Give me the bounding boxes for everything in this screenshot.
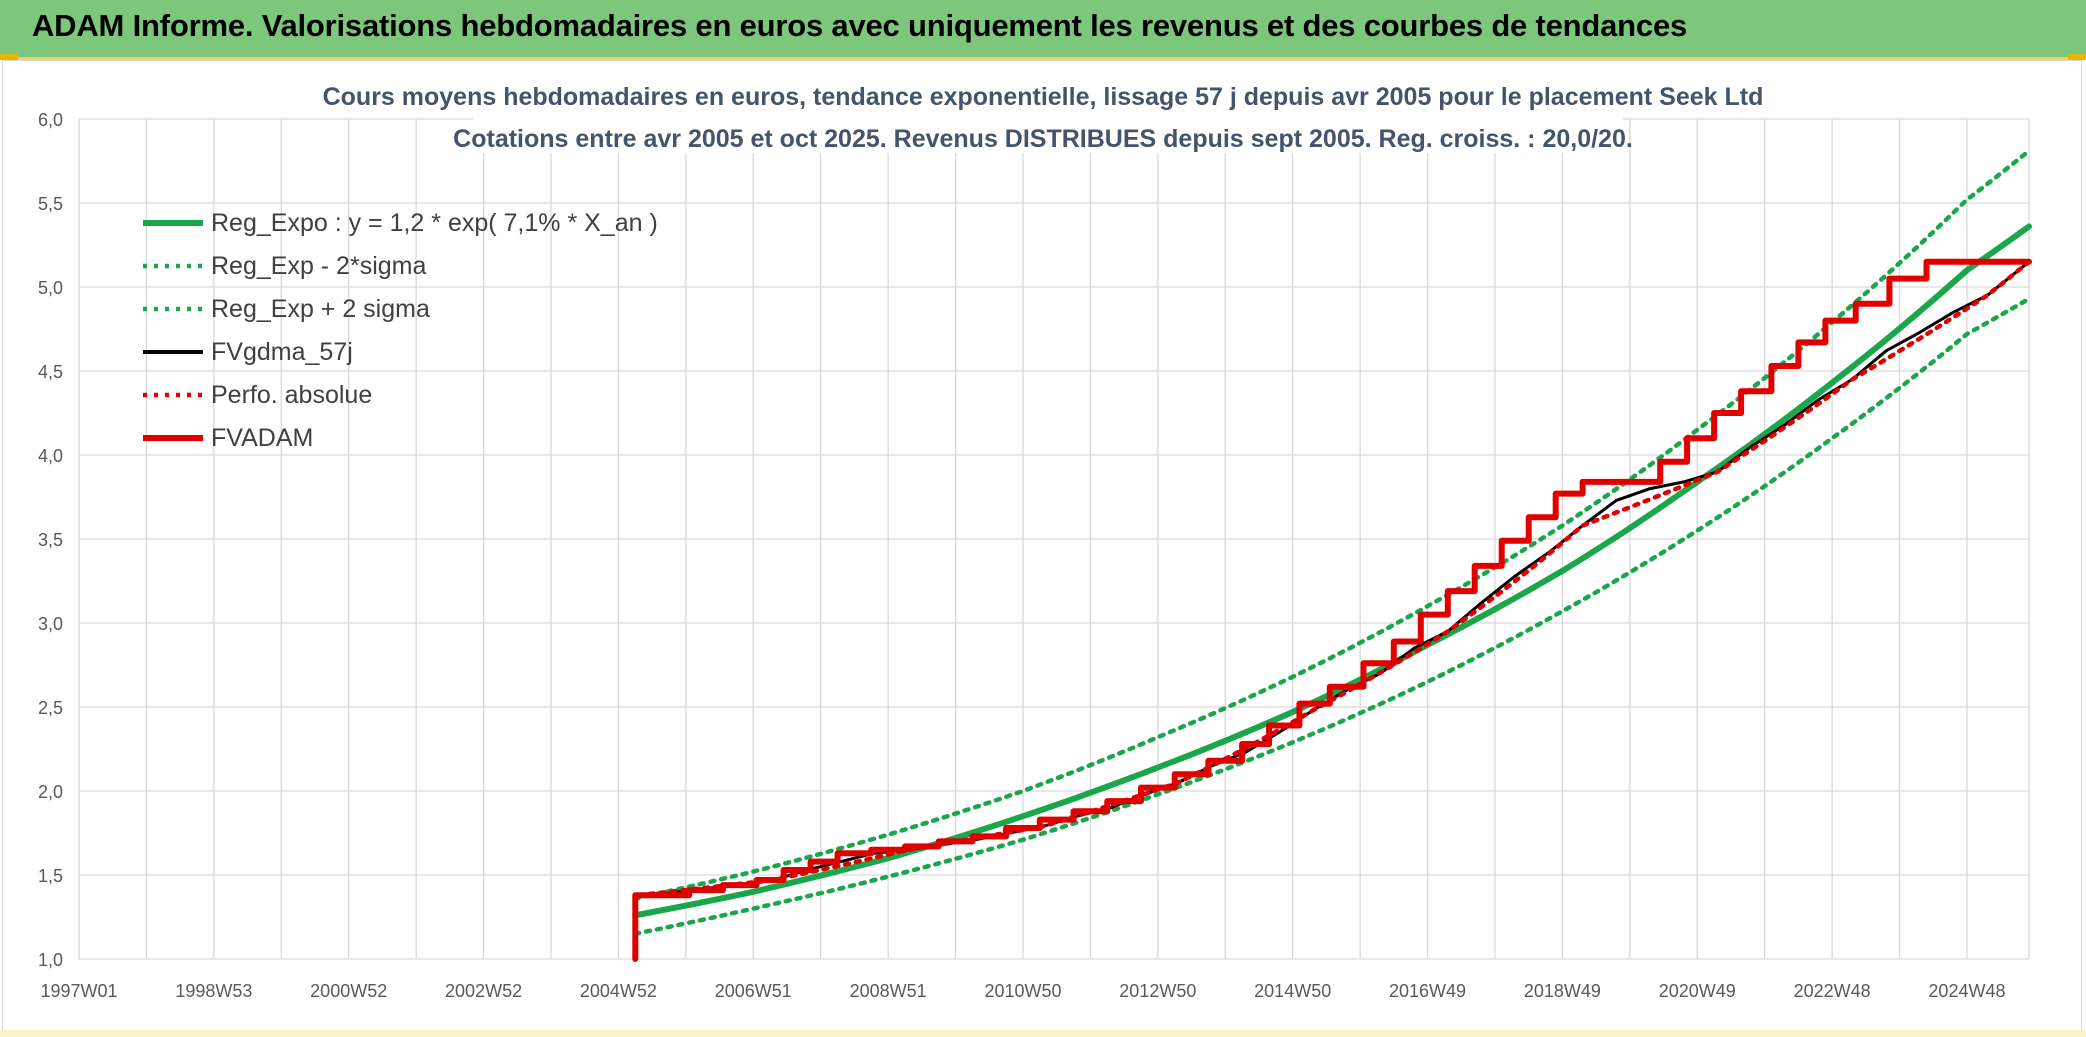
x-tick-label: 2024W48 — [1928, 981, 2005, 1001]
legend-label: Perfo. absolue — [211, 381, 372, 409]
legend: Reg_Expo : y = 1,2 * exp( 7,1% * X_an ) R… — [143, 209, 658, 452]
y-tick-label: 2,5 — [38, 698, 63, 718]
series-fvadam — [632, 258, 2032, 962]
legend-label: Reg_Exp + 2 sigma — [211, 295, 430, 323]
x-tick-label: 2020W49 — [1659, 981, 1736, 1001]
y-tick-label: 3,0 — [38, 614, 63, 634]
x-tick-label: 2006W51 — [715, 981, 792, 1001]
x-tick-label: 2002W52 — [445, 981, 522, 1001]
x-tick-label: 1998W53 — [175, 981, 252, 1001]
subtitle-background — [473, 109, 1623, 153]
y-tick-label: 5,0 — [38, 278, 63, 298]
x-tick-label: 2014W50 — [1254, 981, 1331, 1001]
y-tick-label: 5,5 — [38, 194, 63, 214]
legend-label: FVgdma_57j — [211, 338, 353, 366]
x-tick-label: 2016W49 — [1389, 981, 1466, 1001]
report-title: ADAM Informe. Valorisations hebdomadaire… — [32, 8, 1688, 43]
series-layer — [632, 148, 2032, 962]
x-tick-label: 2000W52 — [310, 981, 387, 1001]
x-tick-label: 2022W48 — [1794, 981, 1871, 1001]
series-reg-exp-2-sigma — [633, 296, 2032, 937]
y-tick-label: 3,5 — [38, 530, 63, 550]
y-tick-label: 4,5 — [38, 362, 63, 382]
y-tick-label: 1,0 — [38, 950, 63, 970]
series-reg-expo-y-1-2-exp-7-1-x-an — [632, 223, 2032, 919]
axis-layer: 1,0 1,5 2,0 2,5 3,0 3,5 4,0 4,5 5,0 5,5 6,0 1997W01… — [38, 110, 2006, 1001]
x-tick-label: 2018W49 — [1524, 981, 1601, 1001]
bottom-band — [0, 1030, 2086, 1037]
x-tick-label: 2010W50 — [984, 981, 1061, 1001]
legend-label: FVADAM — [211, 424, 313, 452]
y-tick-label: 6,0 — [38, 110, 63, 130]
x-tick-label: 2012W50 — [1119, 981, 1196, 1001]
legend-label: Reg_Expo : y = 1,2 * exp( 7,1% * X_an ) — [211, 209, 658, 237]
x-tick-label: 1997W01 — [40, 981, 117, 1001]
banner-corner-right — [2068, 54, 2086, 60]
series-perfo-absolue — [636, 259, 2032, 898]
grid-layer — [78, 118, 2030, 960]
chart-title: Cours moyens hebdomadaires en euros, ten… — [323, 83, 1764, 111]
x-tick-label: 2008W51 — [850, 981, 927, 1001]
title-background — [353, 63, 1733, 109]
series-fvgdma-57j — [637, 260, 2031, 897]
report-banner: ADAM Informe. Valorisations hebdomadaire… — [0, 0, 2086, 60]
y-tick-label: 2,0 — [38, 782, 63, 802]
legend-label: Reg_Exp - 2*sigma — [211, 252, 426, 280]
banner-corner-left — [0, 54, 18, 60]
x-tick-label: 2004W52 — [580, 981, 657, 1001]
y-tick-label: 1,5 — [38, 866, 63, 886]
series-reg-exp-2-sigma — [633, 148, 2032, 901]
y-tick-label: 4,0 — [38, 446, 63, 466]
chart-subtitle: Cotations entre avr 2005 et oct 2025. Re… — [453, 125, 1633, 153]
chart-svg: 1,0 1,5 2,0 2,5 3,0 3,5 4,0 4,5 5,0 5,5 6,0 1997W01… — [38, 63, 2032, 1001]
title-layer: Cours moyens hebdomadaires en euros, ten… — [323, 63, 1764, 153]
chart-frame: 1,0 1,5 2,0 2,5 3,0 3,5 4,0 4,5 5,0 5,5 6,0 1997W01… — [2, 60, 2082, 1032]
